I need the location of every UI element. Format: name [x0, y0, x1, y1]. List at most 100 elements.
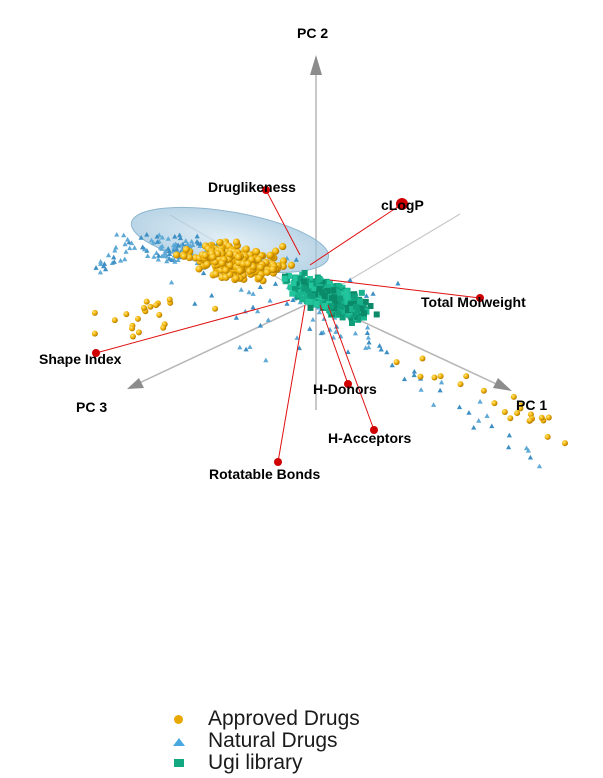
natural-drug-point — [345, 349, 351, 354]
natural-drug-point — [411, 372, 417, 378]
approved-drug-point — [269, 265, 277, 274]
natural-drug-point — [334, 323, 340, 329]
approved-drug-point — [517, 405, 524, 412]
approved-drug-point — [255, 255, 263, 264]
approved-drug-point — [91, 330, 98, 337]
natural-drug-point — [437, 387, 443, 393]
ugi-library-point — [337, 295, 344, 302]
natural-drug-point — [164, 253, 170, 259]
approved-drug-point — [457, 381, 464, 388]
ugi-library-point — [326, 280, 333, 287]
approved-drug-point — [236, 267, 244, 275]
natural-drug-point — [378, 346, 384, 352]
natural-drug-point — [506, 432, 512, 438]
ugi-library-point — [319, 289, 326, 296]
approved-drug-point — [182, 245, 190, 254]
natural-drug-point — [183, 238, 189, 243]
pc2-axis-arrow — [310, 55, 322, 75]
ugi-library-point — [356, 298, 363, 305]
natural-drug-point — [364, 330, 371, 335]
ugi-library-point — [307, 304, 314, 311]
natural-drug-point — [93, 265, 99, 270]
natural-drug-point — [129, 240, 135, 246]
approved-drug-point — [491, 400, 498, 407]
natural-drug-point — [255, 308, 261, 314]
total-molweight-marker — [476, 294, 484, 302]
clogp-label: cLogP — [381, 197, 424, 213]
h-acceptors-label: H-Acceptors — [328, 430, 411, 446]
approved-drug-point — [431, 374, 438, 381]
natural-drug-point — [166, 256, 173, 261]
legend-item-ugi-library: Ugi library — [170, 752, 360, 774]
ugi-library-point — [341, 291, 348, 298]
natural-drug-point — [122, 241, 128, 247]
natural-drug-point — [310, 316, 316, 322]
legend-label-ugi-library: Ugi library — [208, 751, 303, 774]
natural-drug-point — [316, 309, 322, 315]
approved-drug-point — [226, 250, 234, 258]
ugi-library-point — [339, 314, 346, 321]
natural-drug-point — [166, 251, 173, 256]
approved-drug-point — [218, 259, 226, 267]
approved-drug-point — [91, 309, 98, 316]
ugi-library-point — [346, 294, 353, 301]
natural-drug-point — [401, 376, 408, 382]
legend-item-approved-drugs: Approved Drugs — [170, 708, 360, 730]
approved-drug-point — [212, 305, 219, 312]
approved-drug-point — [507, 415, 514, 422]
natural-drug-point — [243, 346, 249, 352]
ugi-library-point — [309, 292, 316, 299]
ugi-library-point — [301, 269, 308, 276]
square-marker-icon — [170, 753, 190, 773]
natural-drug-point — [144, 248, 150, 253]
natural-drug-point — [97, 269, 104, 275]
ugi-library-point — [290, 280, 297, 287]
pc1-axis-label: PC 1 — [516, 397, 547, 413]
natural-drug-point — [121, 232, 127, 238]
natural-drug-point — [187, 243, 193, 249]
natural-drug-point — [536, 463, 543, 469]
natural-drug-point — [175, 242, 182, 248]
ugi-library-point — [352, 303, 359, 310]
ugi-library-points — [281, 269, 380, 326]
approved-drug-point — [201, 251, 209, 260]
ugi-library-point — [325, 293, 332, 300]
approved-drug-point — [212, 270, 220, 278]
natural-drug-point — [148, 237, 155, 243]
natural-drug-point — [318, 330, 324, 336]
natural-drug-point — [307, 326, 313, 331]
pc3-axis-line — [134, 299, 317, 386]
druglikeness-vector — [265, 189, 301, 256]
natural-drug-point — [144, 231, 150, 237]
ugi-library-point — [323, 278, 330, 285]
natural-drug-point — [189, 238, 195, 244]
natural-drug-point — [296, 345, 302, 351]
natural-drug-point — [169, 257, 175, 263]
ugi-library-point — [313, 301, 320, 308]
natural-drug-point — [237, 344, 243, 350]
ugi-library-point — [338, 308, 345, 315]
natural-drug-point — [377, 343, 383, 348]
approved-drug-point — [561, 440, 568, 447]
h-donors-label: H-Donors — [313, 381, 377, 397]
ugi-library-point — [322, 302, 329, 309]
natural-drug-point — [418, 387, 424, 392]
natural-drug-point — [118, 257, 124, 263]
natural-drug-point — [384, 349, 390, 355]
natural-drug-point — [238, 287, 244, 292]
natural-drug-point — [247, 344, 253, 349]
approved-drug-point — [147, 303, 154, 310]
rotatable-bonds-vector — [277, 304, 306, 463]
natural-drug-point — [284, 301, 290, 306]
natural-drug-point — [98, 258, 104, 264]
natural-drug-point — [175, 257, 181, 263]
approved-drug-point — [501, 408, 508, 415]
legend-label-natural-drugs: Natural Drugs — [208, 729, 338, 752]
natural-drug-point — [365, 334, 371, 340]
approved-drug-point — [272, 247, 280, 255]
ugi-library-point — [324, 287, 331, 294]
approved-drug-point — [266, 251, 274, 259]
natural-drug-point — [114, 231, 120, 237]
h-acceptors-vector — [327, 304, 375, 431]
natural-drug-point — [171, 244, 177, 250]
